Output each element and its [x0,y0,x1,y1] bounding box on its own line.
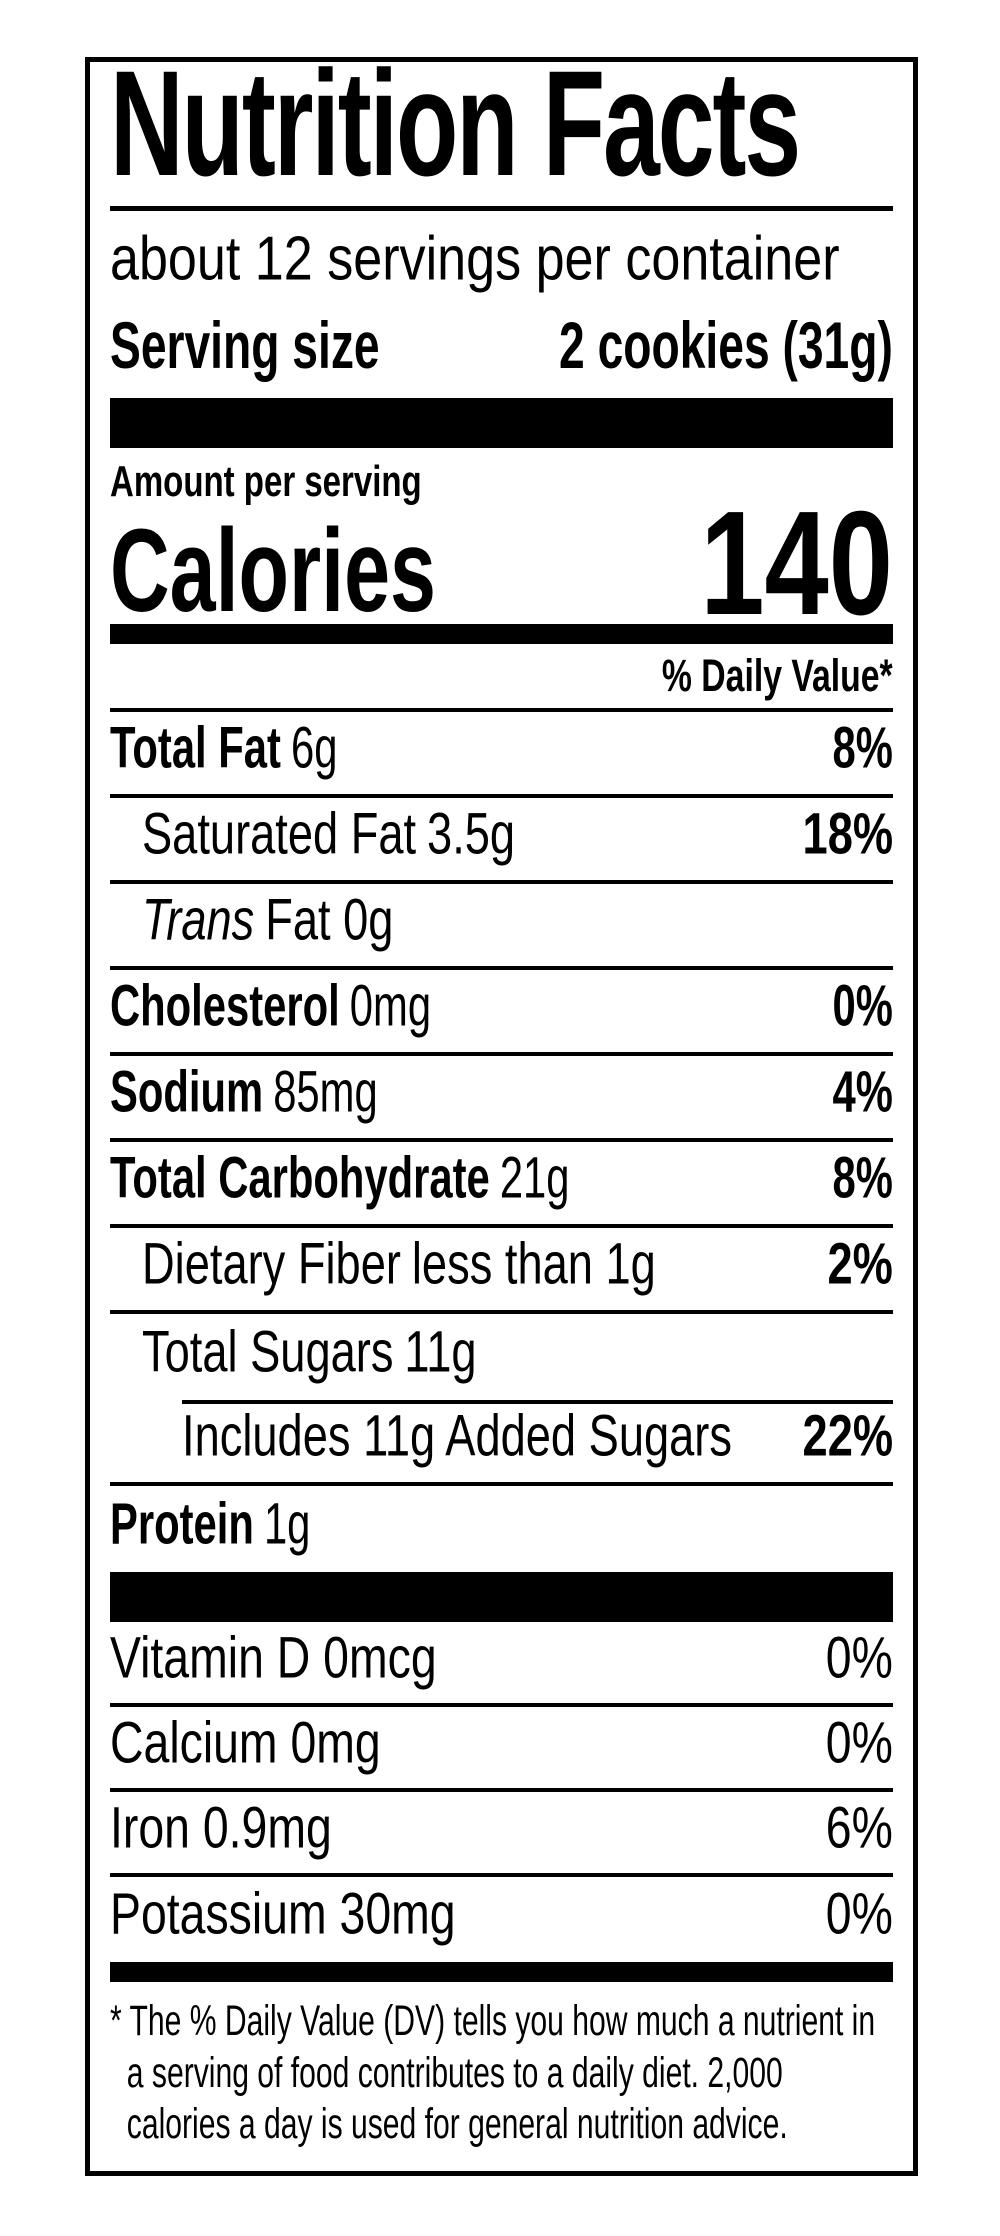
nutrient-text: Includes 11g Added Sugars [182,1403,743,1470]
nutrient-name: Iron 0.9mg [110,1795,332,1861]
servings-per-container: about 12 servings per container [110,224,840,294]
nutrient-text: Sodium 85mg [110,1059,378,1126]
nutrient-name: Calcium 0mg [110,1710,381,1776]
row-cholesterol: Cholesterol 0mg 0% [110,970,893,1056]
row-total-fat: Total Fat 6g 8% [110,712,893,798]
amount-per-serving-label: Amount per serving [110,457,422,506]
nutrient-name: Potassium 30mg [110,1881,456,1947]
nutrient-name: Cholesterol [110,973,340,1039]
daily-value: 4% [832,1059,893,1125]
nutrient-amount: 1g [263,1491,311,1557]
serving-size-value: 2 cookies (31g) [559,307,893,382]
thick-divider-bar-vitamins [110,1572,893,1622]
label-title-section: Nutrition Facts [110,48,893,211]
calories-value: 140 [700,481,893,646]
nutrient-text: Total Fat 6g [110,715,337,782]
nutrient-name: Total Fat [110,715,281,781]
row-total-carbohydrate: Total Carbohydrate 21g 8% [110,1142,893,1228]
serving-size-row: Serving size 2 cookies (31g) [110,299,893,398]
nutrient-amount: Fat 0g [265,887,394,953]
daily-value-header: % Daily Value* [662,650,893,701]
nutrient-text: Total Carbohydrate 21g [110,1145,570,1212]
servings-per-container-row: about 12 servings per container [110,211,893,299]
row-sodium: Sodium 85mg 4% [110,1056,893,1142]
nutrient-name: Protein [110,1491,254,1557]
nutrient-name: Dietary Fiber [142,1231,401,1297]
nutrient-amount: 0mg [349,973,432,1039]
nutrient-text: Dietary Fiber less than 1g [142,1231,656,1298]
nutrient-name: Total Carbohydrate [110,1145,490,1211]
nutrition-facts-label: Nutrition Facts about 12 servings per co… [85,48,918,2176]
medium-divider-bar-calories [110,624,893,644]
daily-value: 0% [825,1881,893,1947]
nutrient-name: Vitamin D 0mcg [110,1625,437,1691]
nutrient-name: Saturated Fat [142,801,417,867]
daily-value: 8% [832,715,893,781]
calories-row: Calories 140 [110,490,893,638]
row-trans-fat: Trans Fat 0g [110,884,893,970]
nutrient-text: Protein 1g [110,1490,310,1557]
daily-value: 8% [832,1145,893,1211]
nutrient-amount: less than 1g [411,1231,656,1297]
calories-label: Calories [110,505,436,637]
row-saturated-fat: Saturated Fat 3.5g 18% [110,798,893,884]
row-total-sugars: Total Sugars 11g [110,1314,893,1400]
daily-value: 0% [825,1625,893,1691]
serving-size-label: Serving size [110,307,380,382]
nutrient-amount: 6g [290,715,338,781]
nutrient-amount: 11g [404,1319,477,1385]
row-added-sugars: Includes 11g Added Sugars 22% [110,1400,893,1486]
medium-divider-bar-footnote [110,1962,893,1982]
nutrient-text: Saturated Fat 3.5g [142,801,515,868]
nutrient-amount: 21g [499,1145,570,1211]
daily-value: 6% [825,1795,893,1861]
row-iron: Iron 0.9mg 6% [110,1792,893,1877]
amount-per-serving-row: Amount per serving [110,448,893,506]
nutrient-amount: 85mg [273,1059,378,1125]
row-vitamin-d: Vitamin D 0mcg 0% [110,1622,893,1707]
nutrient-name: Includes 11g Added Sugars [182,1403,732,1469]
daily-value: 22% [802,1403,893,1469]
footnote-text: * The % Daily Value (DV) tells you how m… [110,1997,876,2149]
daily-value: 2% [827,1231,893,1297]
thick-divider-bar-top [110,398,893,448]
nutrient-name: Sodium [110,1059,264,1125]
nutrient-name: Trans [142,887,255,953]
daily-value: 0% [832,973,893,1039]
label-title: Nutrition Facts [110,39,801,207]
nutrient-name: Total Sugars [142,1319,394,1385]
row-dietary-fiber: Dietary Fiber less than 1g 2% [110,1228,893,1314]
nutrient-text: Total Sugars 11g [142,1318,477,1385]
nutrient-amount: 3.5g [427,801,516,867]
daily-value-header-row: % Daily Value* [110,644,893,712]
row-potassium: Potassium 30mg 0% [110,1877,893,1962]
nutrient-text: Trans Fat 0g [142,887,393,954]
nutrient-text: Cholesterol 0mg [110,973,431,1040]
row-calcium: Calcium 0mg 0% [110,1707,893,1792]
footnote: * The % Daily Value (DV) tells you how m… [110,1996,893,2151]
row-protein: Protein 1g [110,1486,893,1572]
daily-value: 0% [825,1710,893,1776]
daily-value: 18% [802,801,893,867]
